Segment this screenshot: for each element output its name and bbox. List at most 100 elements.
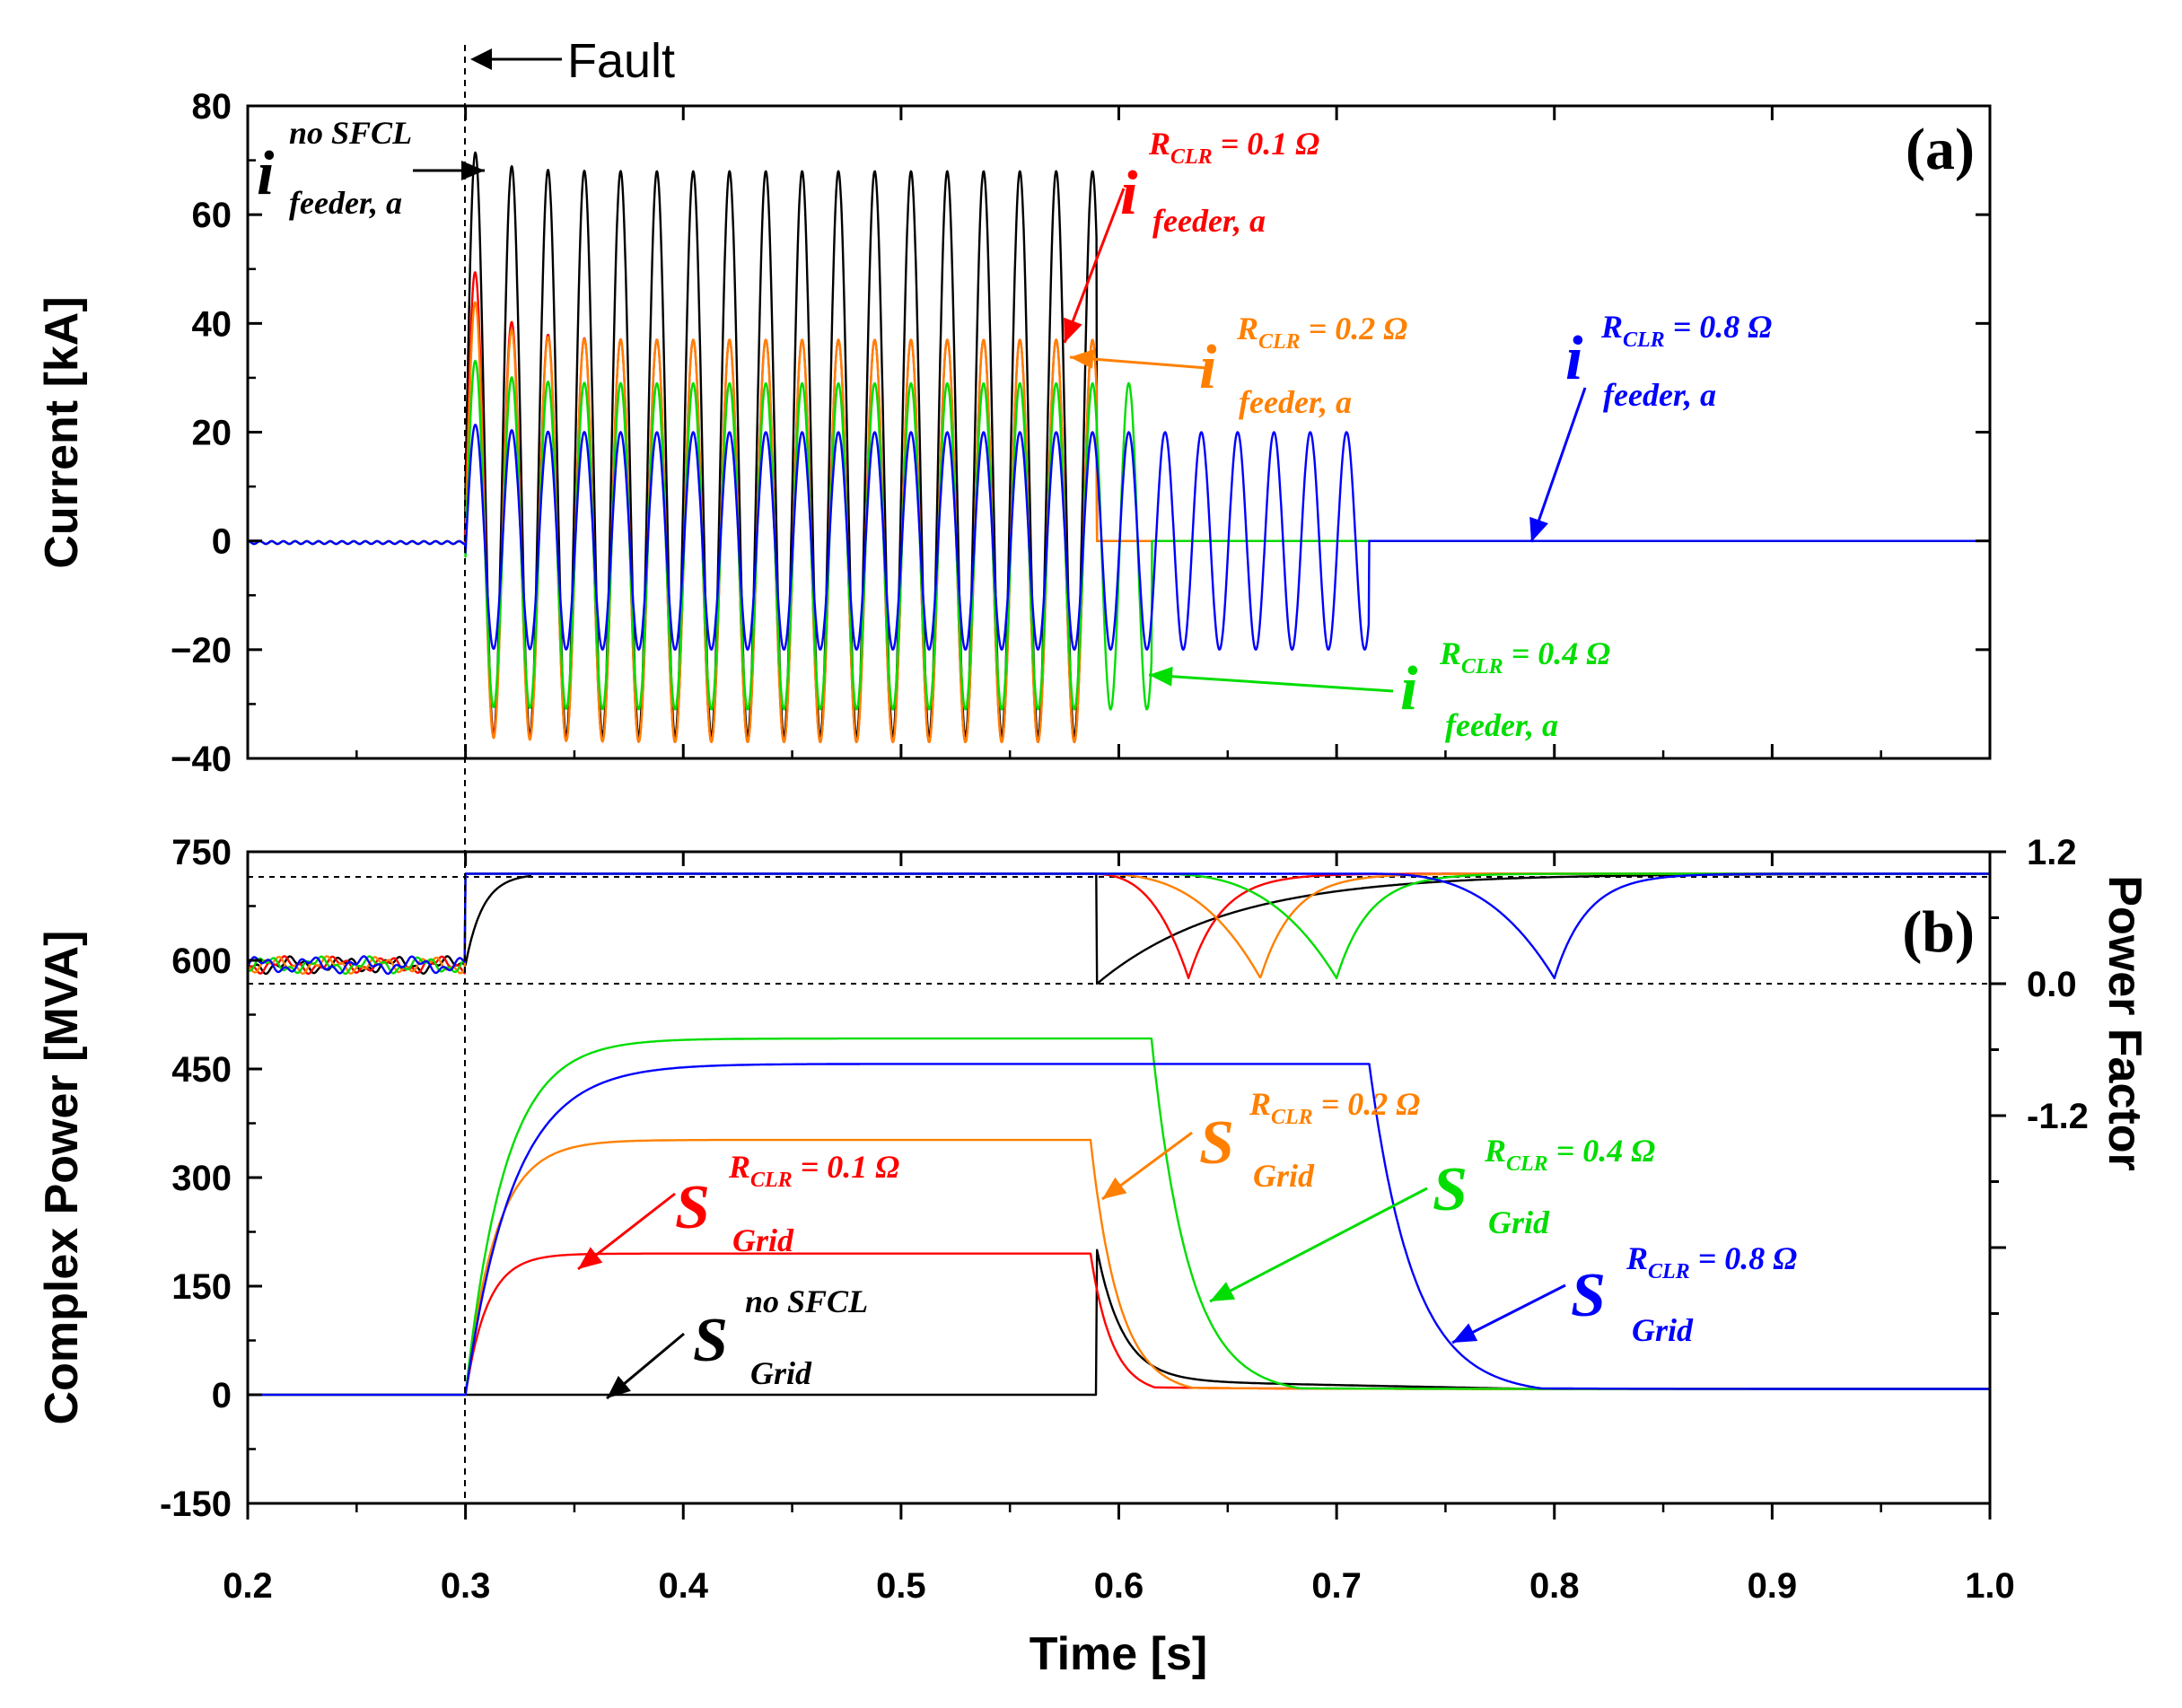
- label-b-r02: S RCLR = 0.2 Ω Grid: [1199, 1086, 1420, 1194]
- label-a-r01-sup-value: = 0.1 Ω: [1213, 126, 1320, 162]
- label-b-r01: S RCLR = 0.1 Ω Grid: [675, 1149, 899, 1258]
- panel-a: 80 60 40 20 0 −20 −40 Current [kA] (a): [36, 87, 1992, 779]
- arrow-b-r04-shaft: [1209, 1187, 1428, 1303]
- x-tick-label: 0.9: [1748, 1566, 1798, 1606]
- label-b-no-sfcl: S no SFCL Grid: [693, 1283, 868, 1391]
- panel-b-y2-tick-label: 0.0: [2027, 965, 2077, 1004]
- label-a-r02-subscript: feeder, a: [1239, 384, 1352, 420]
- label-b-r08-sup-clr: CLR: [1648, 1260, 1690, 1283]
- label-a-r01-subscript: feeder, a: [1152, 203, 1266, 239]
- panel-b-ticks: [246, 850, 2006, 1520]
- panel-a-y-tick-label: 60: [192, 196, 232, 235]
- label-a-r08-superscript: RCLR = 0.8 Ω: [1600, 309, 1772, 352]
- arrow-a-r02-head: [1070, 349, 1094, 370]
- label-b-r01-superscript: RCLR = 0.1 Ω: [728, 1149, 899, 1192]
- arrow-b-r02-head: [1102, 1177, 1127, 1199]
- label-b-r01-sup-value: = 0.1 Ω: [793, 1149, 900, 1185]
- label-a-r02-superscript: RCLR = 0.2 Ω: [1236, 311, 1407, 354]
- x-tick-label: 0.5: [876, 1566, 926, 1606]
- label-a-r02-sup-clr: CLR: [1258, 330, 1301, 354]
- label-a-r04-sup-clr: CLR: [1461, 655, 1503, 679]
- label-a-r04-sup-value: = 0.4 Ω: [1503, 635, 1611, 671]
- label-b-r08-superscript: RCLR = 0.8 Ω: [1626, 1240, 1797, 1283]
- panel-b-y2-tick-label: 1.2: [2027, 833, 2077, 872]
- panel-b-y-tick-label: 150: [171, 1267, 232, 1307]
- label-b-r04-sup-value: = 0.4 Ω: [1548, 1133, 1656, 1169]
- arrow-a-r01-shaft: [1063, 188, 1126, 344]
- label-a-r08-subscript: feeder, a: [1603, 377, 1716, 413]
- x-axis-title: Time [s]: [1030, 1628, 1207, 1680]
- panel-b-y-tick-label: 0: [212, 1376, 232, 1415]
- panel-b-y2-tick-labels: 1.2 0.0 -1.2: [2027, 833, 2089, 1136]
- x-tick-label: 0.2: [223, 1566, 273, 1606]
- label-b-r08-sup-r: R: [1626, 1240, 1648, 1276]
- x-tick-label: 1.0: [1965, 1566, 2015, 1606]
- label-b-r04-symbol: S: [1433, 1155, 1468, 1224]
- label-b-r08-sup-value: = 0.8 Ω: [1690, 1240, 1798, 1276]
- label-b-r02-sup-r: R: [1249, 1086, 1271, 1122]
- panel-a-y-tick-label: −20: [171, 631, 232, 670]
- label-a-r02-sup-value: = 0.2 Ω: [1301, 311, 1408, 346]
- label-b-r01-sup-r: R: [728, 1149, 750, 1185]
- label-a-r04: i RCLR = 0.4 Ω feeder, a: [1400, 635, 1610, 743]
- label-b-r02-sup-clr: CLR: [1271, 1106, 1313, 1129]
- label-a-no-sfcl: i no SFCL feeder, a: [257, 115, 412, 221]
- panel-b-y2-axis-title: Power Factor: [2099, 875, 2151, 1170]
- panel-b-y-tick-label: 450: [171, 1050, 232, 1090]
- label-b-r01-sup-clr: CLR: [750, 1169, 793, 1192]
- label-a-r08-sup-r: R: [1600, 309, 1623, 345]
- label-a-r08-symbol: i: [1565, 324, 1583, 393]
- label-b-r08-subscript: Grid: [1632, 1312, 1694, 1348]
- panel-b-power-trace-r-clr-0-8-: [248, 1063, 1990, 1397]
- arrow-a-r01-head: [1064, 317, 1082, 343]
- arrow-b-no-sfcl-head: [607, 1375, 631, 1398]
- x-tick-label: 0.4: [658, 1566, 708, 1606]
- label-a-r04-subscript: feeder, a: [1445, 707, 1558, 743]
- label-b-r04-sup-clr: CLR: [1506, 1152, 1548, 1176]
- arrow-a-r04-head: [1149, 666, 1173, 687]
- label-a-no-sfcl-symbol: i: [257, 139, 275, 208]
- x-tick-label: 0.8: [1529, 1566, 1580, 1606]
- label-b-no-sfcl-superscript: no SFCL: [745, 1283, 868, 1319]
- label-a-r01: i RCLR = 0.1 Ω feeder, a: [1120, 126, 1319, 239]
- x-tick-labels: 0.2 0.3 0.4 0.5 0.6 0.7 0.8 0.9 1.0: [223, 1566, 2015, 1606]
- panel-a-y-tick-label: −40: [171, 740, 232, 779]
- panel-b: 750 600 450 300 150 0 -150 1.2 0.0 -1.2 Complex …: [36, 833, 2151, 1524]
- arrow-b-r08-head: [1452, 1323, 1478, 1343]
- fault-arrow-head: [470, 48, 492, 70]
- annotation-arrows: [413, 161, 1587, 1400]
- label-a-r04-superscript: RCLR = 0.4 Ω: [1439, 635, 1610, 679]
- x-tick-label: 0.3: [441, 1566, 491, 1606]
- panel-a-y-tick-label: 20: [192, 414, 232, 453]
- panel-b-traces: [248, 872, 1990, 1397]
- label-b-r04-sup-r: R: [1484, 1133, 1506, 1169]
- label-a-r08: i RCLR = 0.8 Ω feeder, a: [1565, 309, 1772, 413]
- label-a-r08-sup-clr: CLR: [1623, 328, 1665, 352]
- label-b-r01-symbol: S: [675, 1173, 710, 1242]
- panel-b-y2-tick-label: -1.2: [2027, 1097, 2089, 1136]
- panel-a-y-tick-labels: 80 60 40 20 0 −20 −40: [171, 87, 232, 779]
- label-b-r01-subscript: Grid: [732, 1222, 794, 1258]
- panel-b-y-axis-title: Complex Power [MVA]: [36, 931, 88, 1425]
- label-a-r08-sup-value: = 0.8 Ω: [1665, 309, 1773, 345]
- label-a-r02-symbol: i: [1199, 333, 1217, 402]
- label-b-r08: S RCLR = 0.8 Ω Grid: [1571, 1240, 1797, 1348]
- label-a-no-sfcl-superscript: no SFCL: [289, 115, 412, 151]
- arrow-a-r08-head: [1529, 516, 1548, 542]
- label-a-r02: i RCLR = 0.2 Ω feeder, a: [1199, 311, 1407, 420]
- label-b-r02-symbol: S: [1199, 1108, 1234, 1178]
- arrow-b-r01-head: [578, 1247, 603, 1269]
- label-a-r04-symbol: i: [1400, 654, 1418, 723]
- panel-b-y-tick-label: -150: [160, 1485, 232, 1524]
- label-a-r01-sup-clr: CLR: [1170, 145, 1213, 169]
- arrow-a-r08-shaft: [1529, 387, 1587, 543]
- label-a-r01-superscript: RCLR = 0.1 Ω: [1148, 126, 1319, 169]
- panel-a-y-axis-title: Current [kA]: [36, 296, 88, 568]
- fault-marker: Fault: [464, 34, 675, 1503]
- x-tick-label: 0.7: [1311, 1566, 1362, 1606]
- label-a-r04-sup-r: R: [1439, 635, 1461, 671]
- panel-a-y-tick-label: 40: [192, 304, 232, 344]
- label-b-r04: S RCLR = 0.4 Ω Grid: [1433, 1133, 1655, 1240]
- panel-a-y-tick-label: 0: [212, 522, 232, 562]
